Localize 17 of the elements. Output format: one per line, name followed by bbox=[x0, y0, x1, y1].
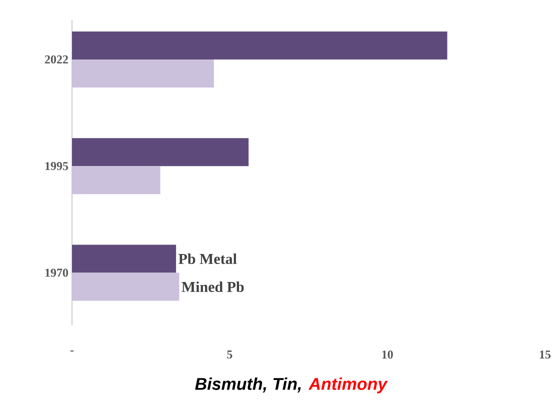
bar bbox=[72, 59, 214, 88]
x-tick-label: 10 bbox=[382, 350, 393, 359]
bar bbox=[72, 272, 180, 301]
x-tick-label: 15 bbox=[540, 350, 551, 359]
series-label: Mined Pb bbox=[182, 281, 244, 292]
y-tick-label: 2022 bbox=[44, 55, 68, 64]
bar bbox=[72, 138, 249, 166]
series-label: Pb Metal bbox=[178, 253, 237, 264]
y-tick-label: 1970 bbox=[45, 268, 68, 277]
y-tick-label: 1995 bbox=[45, 162, 68, 170]
bar bbox=[72, 166, 160, 194]
bar bbox=[72, 244, 176, 273]
text: Antimony bbox=[308, 377, 388, 394]
x-tick-label: - bbox=[70, 350, 74, 352]
bar bbox=[72, 31, 448, 60]
x-tick-label: 5 bbox=[227, 350, 232, 358]
x-axis-title: Bismuth, Tin, bbox=[195, 377, 301, 392]
